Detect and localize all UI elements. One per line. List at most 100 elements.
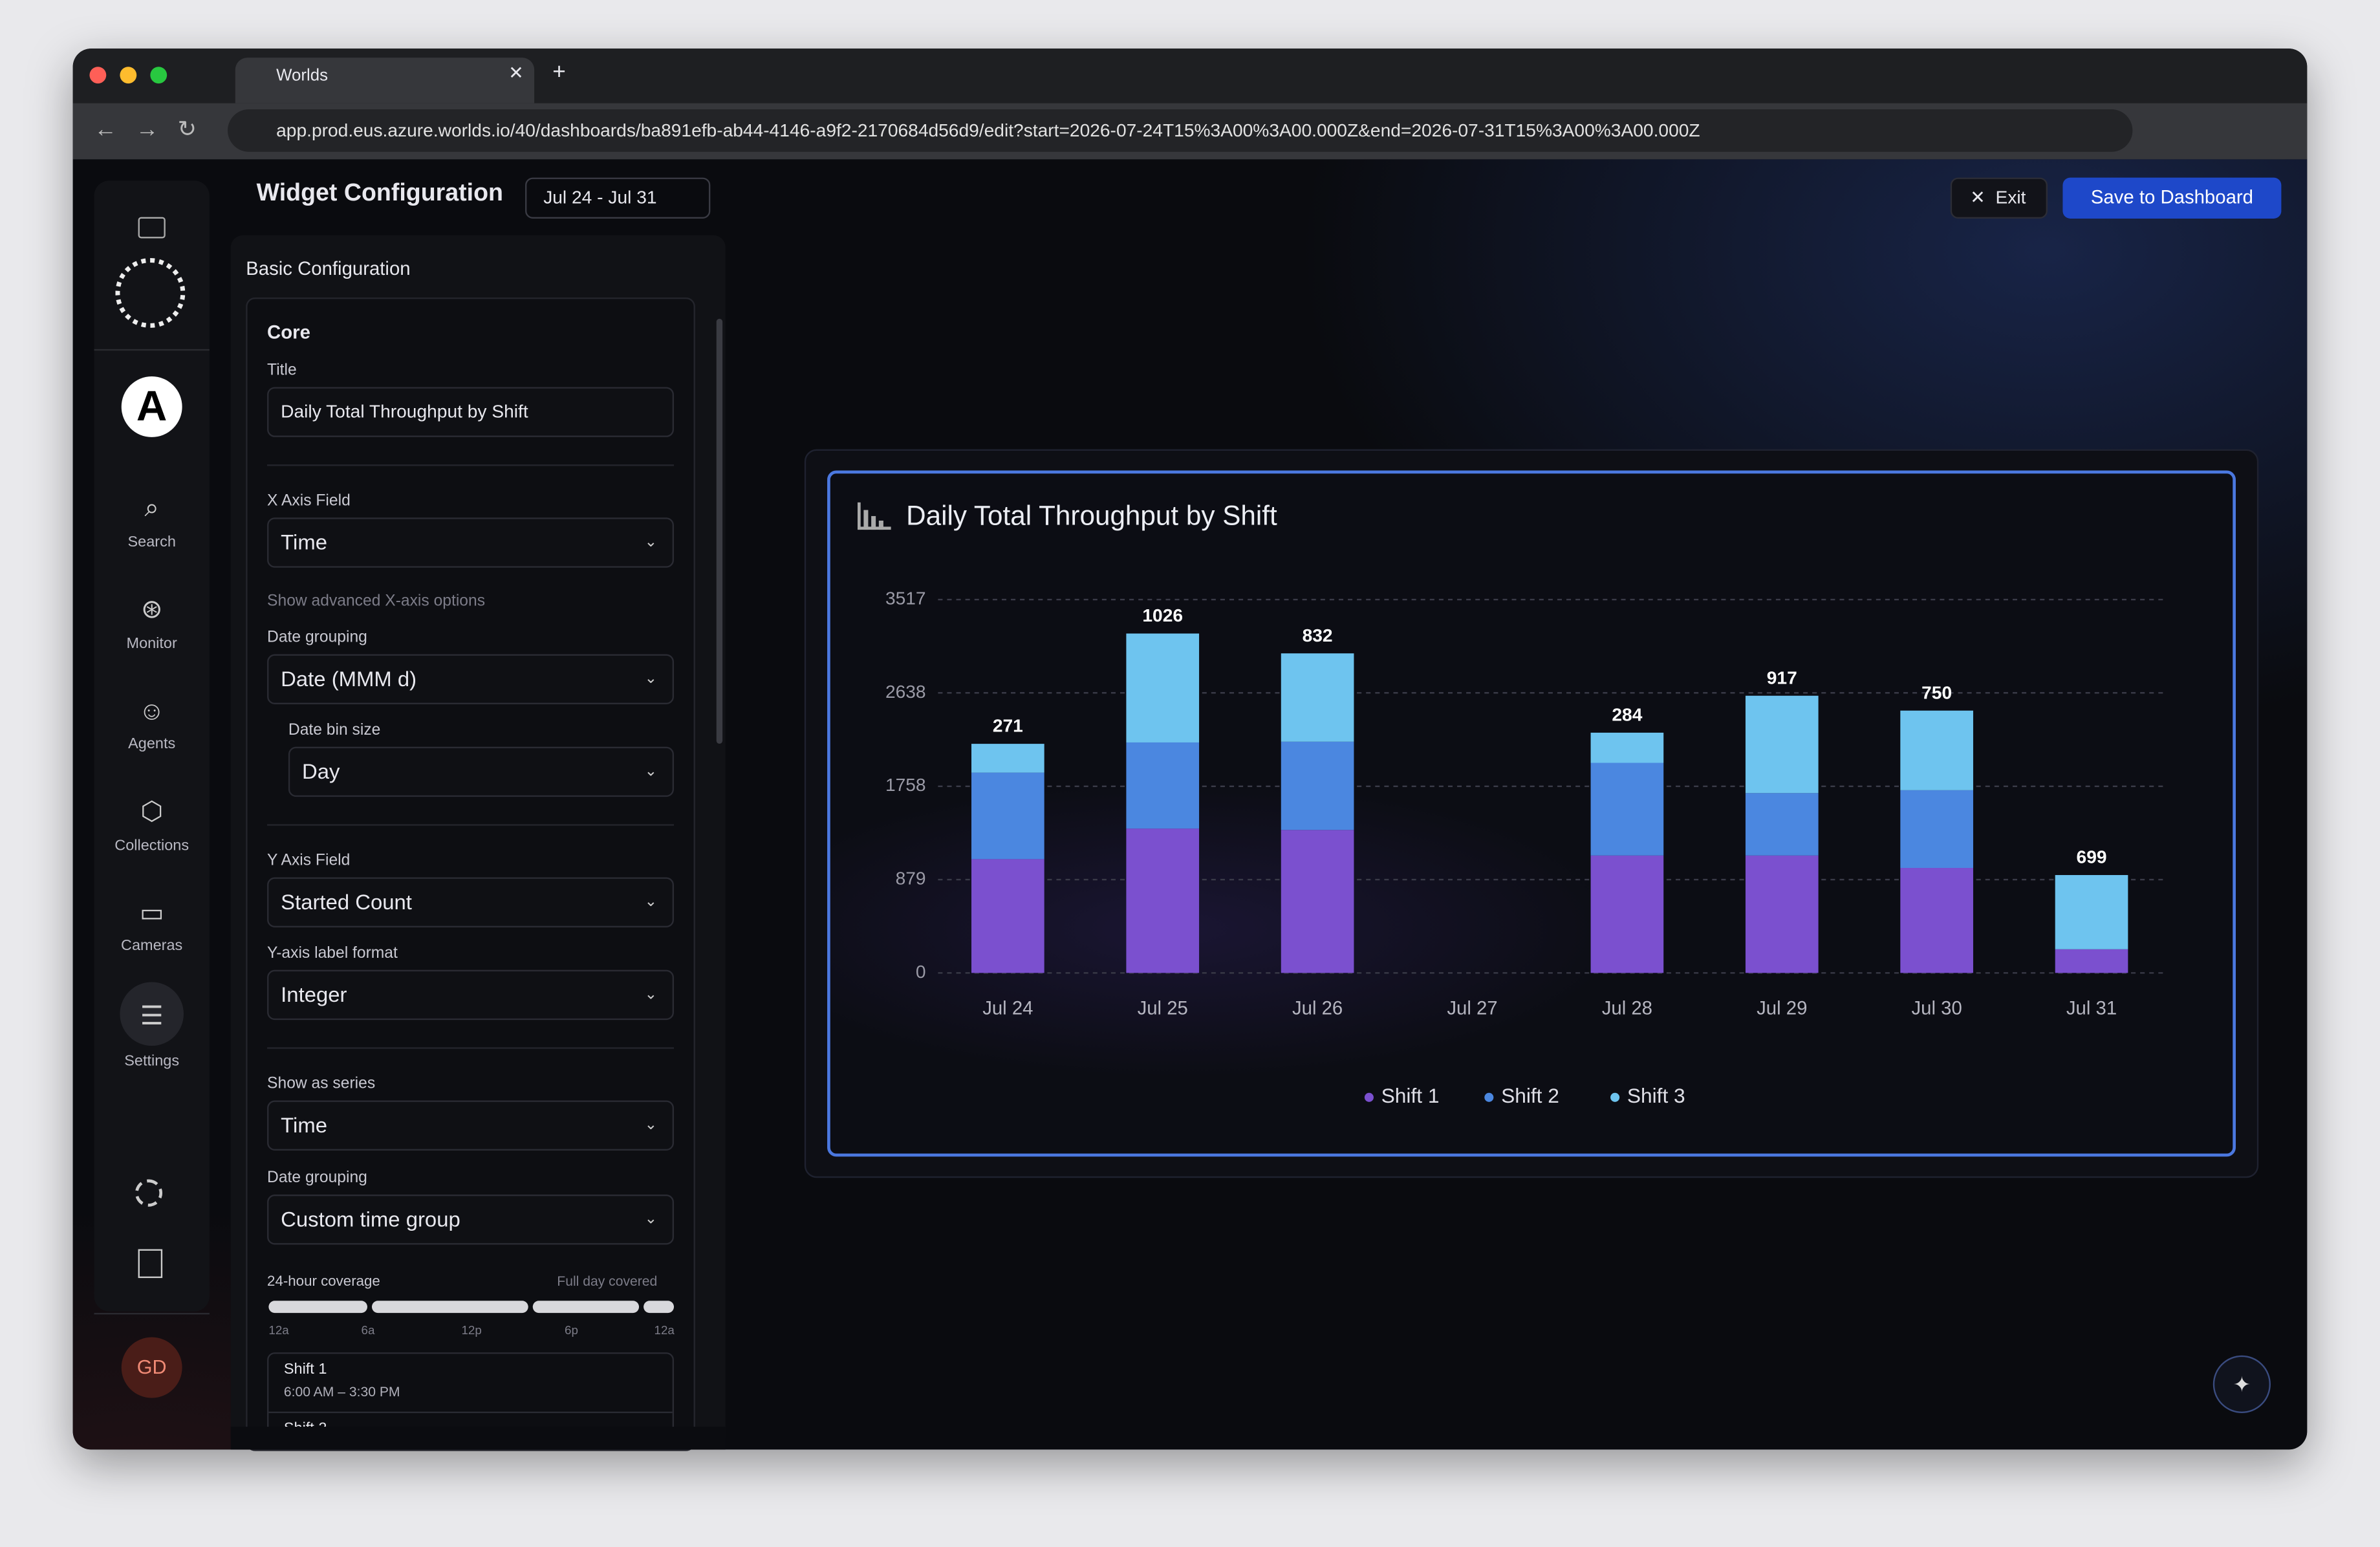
- nav-label[interactable]: Cameras: [121, 938, 183, 955]
- new-tab[interactable]: +: [552, 59, 566, 85]
- org-logo[interactable]: A: [121, 376, 182, 437]
- loading-icon[interactable]: [135, 1179, 163, 1207]
- dropdown[interactable]: Date (MMM d) ⌄: [267, 654, 675, 704]
- text-input[interactable]: Daily Total Throughput by Shift: [267, 387, 675, 437]
- nav-label[interactable]: Monitor: [126, 636, 177, 653]
- legend-dot: [1610, 1092, 1620, 1102]
- chart-title: Daily Total Throughput by Shift: [906, 500, 1277, 530]
- bar-segment: [2055, 875, 2128, 949]
- page-title: Widget Configuration: [256, 180, 503, 207]
- field-label: Date bin size: [288, 720, 381, 739]
- close-dot[interactable]: [89, 67, 107, 84]
- dropdown[interactable]: Time ⌄: [267, 517, 675, 568]
- shift-time: 6:00 AM – 3:30 PM: [283, 1384, 400, 1400]
- coverage-segment: [371, 1301, 528, 1314]
- nav-icon[interactable]: ⊛: [140, 594, 163, 624]
- bar-segment: [971, 772, 1044, 860]
- min-dot[interactable]: [120, 67, 137, 84]
- coverage-status: Full day covered: [557, 1273, 658, 1289]
- nav-icon[interactable]: ▭: [139, 898, 164, 927]
- field-label: Date grouping: [267, 628, 367, 647]
- nav-label[interactable]: Agents: [128, 736, 176, 753]
- sidebar-toggle[interactable]: [138, 217, 166, 239]
- field-value: Time: [281, 530, 327, 554]
- dropdown[interactable]: Integer ⌄: [267, 969, 675, 1021]
- coverage-label: 24-hour coverage: [267, 1273, 380, 1290]
- x-tick-label: Jul 24: [982, 997, 1033, 1019]
- legend-dot: [1484, 1092, 1494, 1102]
- max-dot[interactable]: [150, 67, 168, 84]
- field-label: Y-axis label format: [267, 944, 398, 962]
- data-label: 832: [1303, 625, 1333, 645]
- shift-name[interactable]: Shift 1: [283, 1361, 327, 1378]
- nav-label[interactable]: Search: [127, 534, 176, 551]
- chevron: ⌄: [644, 1117, 658, 1134]
- assistant-button[interactable]: ✦: [2212, 1355, 2271, 1413]
- bar-segment: [1745, 695, 1819, 794]
- legend-label: Shift 2: [1501, 1084, 1559, 1107]
- nav-buttons[interactable]: ← → ↻: [94, 116, 197, 143]
- url-bar[interactable]: [228, 109, 2133, 152]
- dropdown[interactable]: Time ⌄: [267, 1100, 675, 1151]
- nav-icon[interactable]: ☰: [140, 1001, 164, 1031]
- logo: [115, 257, 186, 328]
- dropdown[interactable]: Started Count ⌄: [267, 877, 675, 927]
- building-icon[interactable]: [138, 1249, 163, 1279]
- field-label: X Axis Field: [267, 492, 351, 510]
- coverage-segment: [644, 1301, 675, 1314]
- save-button[interactable]: Save to Dashboard: [2062, 177, 2282, 219]
- legend-label: Shift 1: [1381, 1084, 1440, 1107]
- scrollbar[interactable]: [716, 318, 723, 744]
- chart-frame: [827, 470, 2236, 1157]
- x-tick-label: Jul 26: [1292, 997, 1343, 1019]
- chevron: ⌄: [644, 1211, 658, 1228]
- settings-highlight: [120, 982, 184, 1046]
- field-value: Daily Total Throughput by Shift: [281, 400, 528, 422]
- shift-clip: Shift 2: [268, 1413, 672, 1427]
- field-label: Y Axis Field: [267, 851, 351, 870]
- date-range[interactable]: Jul 24 - Jul 31: [525, 177, 711, 219]
- nav-icon[interactable]: ⬡: [140, 797, 164, 826]
- field-value: Day: [302, 759, 340, 784]
- data-label: 917: [1767, 667, 1797, 687]
- x-tick-label: Jul 29: [1757, 997, 1807, 1019]
- chevron: ⌄: [644, 894, 658, 911]
- field-label: Title: [267, 361, 297, 380]
- x-tick-label: Jul 25: [1138, 997, 1188, 1019]
- shift-name[interactable]: Shift 2: [284, 1421, 327, 1427]
- divider: [267, 464, 675, 466]
- nav-icon[interactable]: ☺: [138, 697, 166, 726]
- divider: [267, 824, 675, 826]
- tab-close[interactable]: ✕: [508, 62, 524, 84]
- avatar[interactable]: GD: [121, 1337, 182, 1398]
- data-label: 750: [1921, 682, 1952, 702]
- divider: [268, 1411, 673, 1413]
- bar-segment: [1126, 633, 1200, 742]
- field-value: Time: [281, 1112, 327, 1137]
- tab[interactable]: [235, 58, 535, 103]
- x-tick-label: Jul 28: [1602, 997, 1652, 1019]
- divider: [94, 1313, 210, 1315]
- nav-icon[interactable]: ⌕: [144, 493, 159, 523]
- x-tick-label: Jul 31: [2066, 997, 2117, 1019]
- bar-segment: [1281, 830, 1354, 973]
- dropdown[interactable]: Custom time group ⌄: [267, 1195, 675, 1245]
- bar-segment: [1590, 763, 1664, 856]
- chart-icon: [857, 502, 891, 530]
- exit-button[interactable]: ✕ Exit: [1950, 177, 2048, 219]
- dropdown[interactable]: Day ⌄: [288, 746, 675, 797]
- bar-segment: [1745, 793, 1819, 856]
- field-value: Date (MMM d): [281, 666, 417, 691]
- y-tick-label: 3517: [885, 588, 926, 608]
- data-label: 1026: [1142, 605, 1183, 625]
- save-label: Save to Dashboard: [2090, 186, 2253, 208]
- nav-label[interactable]: Collections: [114, 838, 189, 855]
- bar-segment: [1126, 828, 1200, 973]
- advanced-link[interactable]: Show advanced X-axis options: [267, 592, 486, 611]
- nav-label[interactable]: Settings: [124, 1053, 180, 1070]
- bar-segment: [971, 859, 1044, 973]
- y-tick-label: 1758: [885, 775, 926, 795]
- legend-label: Shift 3: [1627, 1084, 1685, 1107]
- bar-segment: [1281, 741, 1354, 830]
